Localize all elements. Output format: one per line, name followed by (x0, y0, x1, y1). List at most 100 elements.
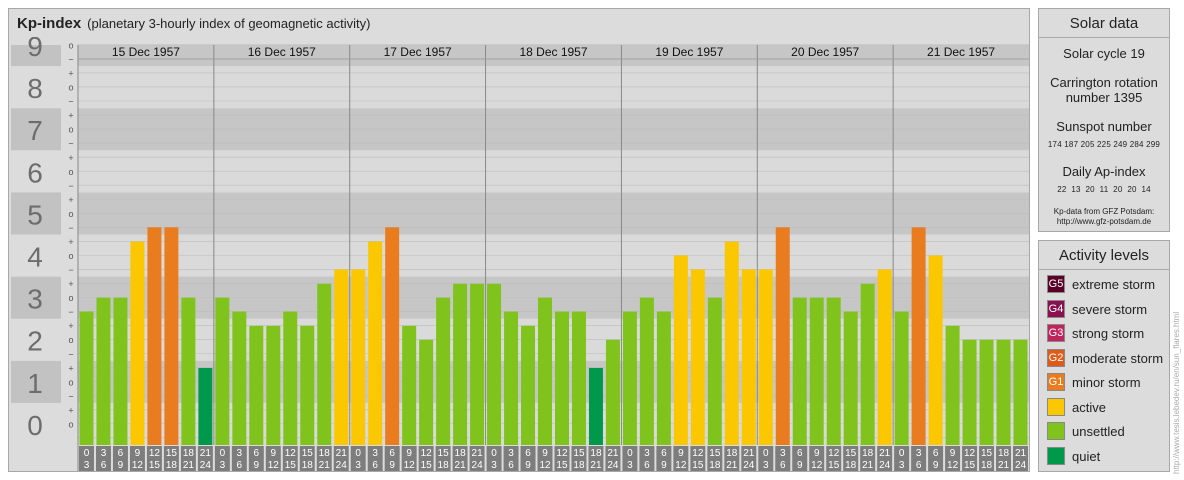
legend-label: severe storm (1072, 301, 1148, 317)
kp-bar (724, 241, 739, 445)
interval-start-label: 15 (438, 448, 450, 459)
kp-bar (605, 339, 620, 445)
y-minor-tick: + (68, 363, 73, 373)
interval-start-label: 21 (743, 448, 755, 459)
interval-cell (639, 446, 655, 471)
day-label: 18 Dec 1957 (519, 45, 587, 59)
interval-end-label: 18 (709, 460, 721, 471)
interval-cell (945, 446, 961, 471)
solar-data-heading: Solar data (1039, 9, 1169, 38)
interval-start-label: 15 (573, 448, 585, 459)
interval-start-label: 12 (828, 448, 840, 459)
day-label: 15 Dec 1957 (112, 45, 180, 59)
kp-bar (164, 227, 179, 445)
interval-cell (826, 446, 842, 471)
y-minor-tick: − (68, 307, 73, 317)
interval-cell (163, 446, 179, 471)
y-minor-tick: + (68, 279, 73, 289)
interval-cell (384, 446, 400, 471)
interval-end-label: 21 (862, 460, 874, 471)
interval-end-label: 12 (539, 460, 551, 471)
y-minor-tick: o (68, 293, 73, 303)
y-minor-tick: + (68, 195, 73, 205)
interval-cell (112, 446, 128, 471)
sunspot-heading: Sunspot number (1056, 119, 1152, 134)
legend-swatch (1047, 422, 1065, 440)
interval-end-label: 18 (981, 460, 993, 471)
interval-start-label: 0 (355, 448, 361, 459)
y-minor-tick: − (68, 349, 73, 359)
interval-end-label: 18 (845, 460, 857, 471)
day-label: 16 Dec 1957 (248, 45, 316, 59)
interval-start-label: 21 (472, 448, 484, 459)
day-label: 17 Dec 1957 (384, 45, 452, 59)
y-tick-label: 7 (27, 115, 43, 146)
interval-end-label: 21 (590, 460, 602, 471)
kp-bar (300, 325, 315, 445)
interval-cell (214, 446, 230, 471)
y-axis-band (11, 234, 61, 277)
y-minor-tick: o (68, 251, 73, 261)
interval-end-label: 18 (302, 460, 314, 471)
kp-bar (928, 255, 943, 445)
interval-start-label: 9 (135, 448, 141, 459)
interval-start-label: 18 (455, 448, 467, 459)
legend-label: unsettled (1072, 424, 1125, 439)
day-label: 20 Dec 1957 (791, 45, 859, 59)
source-line-2: http://www.gfz-potsdam.de (1056, 217, 1152, 226)
ap-index-values: 22 13 20 11 20 20 14 (1057, 185, 1151, 194)
interval-end-label: 15 (149, 460, 161, 471)
kp-band (78, 45, 1029, 67)
kp-bar (198, 367, 213, 445)
y-tick-label: 1 (27, 368, 43, 399)
interval-cell (656, 446, 672, 471)
interval-start-label: 12 (149, 448, 161, 459)
interval-start-label: 9 (406, 448, 412, 459)
y-minor-tick: + (68, 321, 73, 331)
kp-bar (402, 325, 417, 445)
interval-cell (979, 446, 995, 471)
chart-title: Kp-index (planetary 3-hourly index of geo… (17, 15, 370, 32)
interval-end-label: 12 (132, 460, 144, 471)
legend-swatch (1047, 446, 1065, 465)
interval-end-label: 24 (607, 460, 619, 471)
interval-end-label: 3 (491, 460, 497, 471)
legend-label: active (1072, 399, 1106, 415)
interval-start-label: 21 (200, 448, 212, 459)
y-tick-label: 0 (27, 410, 43, 441)
kp-bar (96, 297, 111, 445)
kp-bar (979, 339, 994, 445)
interval-start-label: 15 (166, 448, 178, 459)
carrington-line-2: number 1395 (1065, 90, 1143, 105)
kp-bar (809, 297, 824, 445)
kp-bar (860, 283, 875, 445)
legend-swatch: G1 (1047, 373, 1065, 391)
kp-bar (741, 269, 756, 445)
interval-start-label: 9 (271, 448, 277, 459)
y-minor-tick: o (68, 335, 73, 345)
y-minor-tick: o (68, 377, 73, 387)
y-axis-band (11, 276, 61, 319)
kp-bar (504, 311, 519, 445)
interval-start-label: 15 (981, 448, 993, 459)
interval-start-label: 6 (254, 448, 260, 459)
interval-end-label: 12 (947, 460, 959, 471)
y-minor-tick: − (68, 181, 73, 191)
interval-start-label: 6 (389, 448, 395, 459)
kp-bar (368, 241, 383, 445)
interval-end-label: 3 (84, 460, 90, 471)
interval-start-label: 3 (101, 448, 107, 459)
interval-cell (435, 446, 451, 471)
interval-cell (503, 446, 519, 471)
y-minor-tick: o (68, 125, 73, 135)
interval-start-label: 3 (372, 448, 378, 459)
interval-cell (146, 446, 162, 471)
kp-bar (775, 227, 790, 445)
interval-cell (775, 446, 791, 471)
interval-start-label: 21 (1015, 448, 1027, 459)
y-tick-label: 8 (27, 73, 43, 104)
legend-label: moderate storm (1072, 350, 1164, 366)
y-minor-tick: + (68, 405, 73, 415)
interval-start-label: 21 (879, 448, 891, 459)
interval-cell (690, 446, 706, 471)
